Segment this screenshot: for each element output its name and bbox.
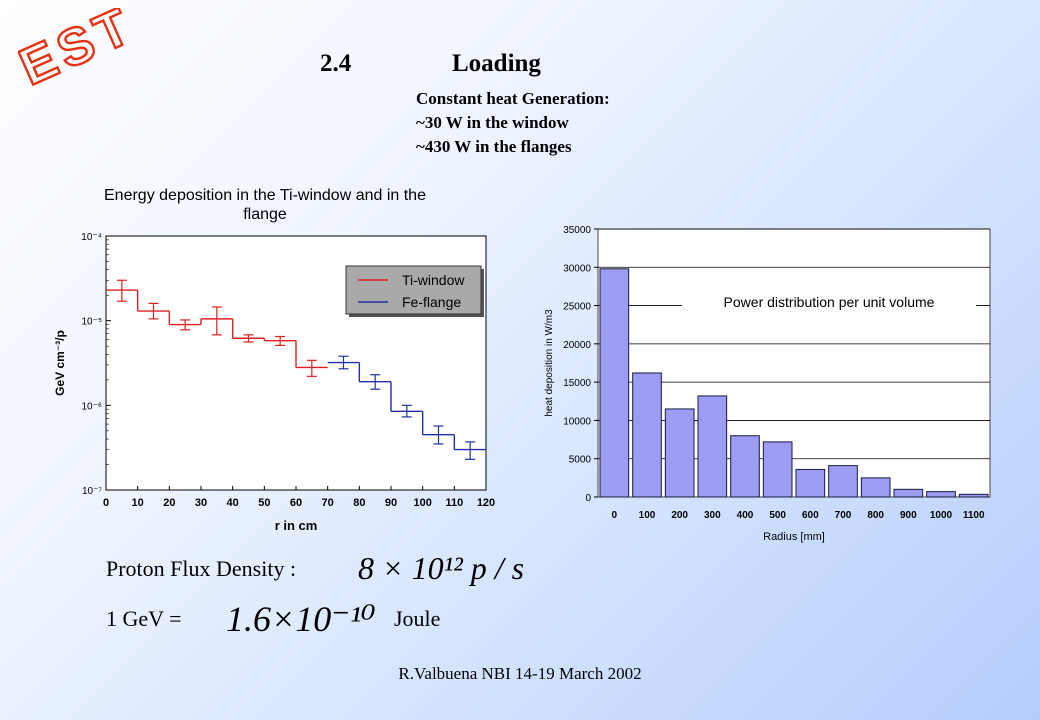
footer-credit: R.Valbuena NBI 14-19 March 2002 — [398, 664, 642, 683]
proton-flux-label: Proton Flux Density : — [106, 556, 297, 581]
power-x-tick-label-3: 300 — [704, 510, 721, 521]
x-tick-label-10: 100 — [413, 497, 431, 509]
y-tick-label-3: 10⁻⁷ — [82, 486, 102, 497]
x-tick-label-2: 20 — [163, 497, 175, 509]
y-tick-label-1: 10⁻⁵ — [81, 317, 102, 328]
proton-flux-value: 8 × 10¹² p / s — [358, 550, 525, 586]
power-y-tick-label-4: 20000 — [563, 340, 591, 351]
power-x-tick-label-1: 100 — [639, 510, 656, 521]
x-tick-label-12: 120 — [477, 497, 495, 509]
legend-label-1: Fe-flange — [402, 294, 461, 310]
x-tick-label-5: 50 — [258, 497, 270, 509]
bar-0 — [599, 268, 630, 498]
power-x-tick-label-0: 0 — [612, 510, 618, 521]
bar-300 — [697, 395, 728, 498]
bar-200 — [664, 408, 695, 498]
note-line-3: ~430 W in the flanges — [416, 137, 572, 156]
bar-1100 — [958, 493, 989, 498]
power-y-tick-label-0: 0 — [585, 493, 591, 504]
energy-deposition-chart: 0 10 20 30 40 50 60 70 80 90 100 110 120 10⁻⁴ 10⁻⁵ 10⁻⁶… — [53, 232, 495, 533]
gev-label: 1 GeV = — [106, 606, 182, 631]
note-line-2: ~30 W in the window — [416, 113, 569, 132]
series-1 — [327, 355, 486, 460]
x-tick-label-8: 80 — [353, 497, 365, 509]
x-tick-label-4: 40 — [227, 497, 239, 509]
power-y-tick-label-6: 30000 — [563, 263, 591, 274]
gev-value: 1.6×10⁻¹⁰ — [226, 599, 376, 639]
power-y-tick-label-3: 15000 — [563, 378, 591, 389]
power-title-box — [682, 273, 976, 313]
legend-box — [345, 265, 482, 315]
logo-text: EST — [18, 8, 144, 97]
bar-700 — [828, 465, 858, 498]
bar-1000 — [926, 491, 956, 498]
note-line-1: Constant heat Generation: — [416, 89, 610, 108]
bar-800 — [860, 477, 891, 498]
y-tick-label-0: 10⁻⁴ — [81, 232, 102, 243]
energy-y-axis-label: GeV cm⁻³/p — [53, 330, 67, 396]
power-distribution-chart: 0 5000 10000 15000 20000 25000 30000 35000 0 100 2… — [544, 225, 991, 543]
power-x-tick-label-4: 400 — [737, 510, 754, 521]
est-logo: EST — [18, 8, 145, 98]
power-x-tick-label-2: 200 — [671, 510, 688, 521]
power-y-tick-label-1: 5000 — [569, 455, 592, 466]
x-tick-label-1: 10 — [132, 497, 144, 509]
bar-600 — [795, 468, 826, 498]
power-x-tick-label-6: 600 — [802, 510, 819, 521]
power-x-tick-label-7: 700 — [835, 510, 852, 521]
power-x-tick-label-9: 900 — [900, 510, 917, 521]
energy-chart-title: Energy deposition in the Ti-window and i… — [104, 187, 426, 223]
x-tick-label-0: 0 — [103, 497, 109, 509]
power-y-tick-label-2: 10000 — [563, 416, 591, 427]
power-chart-title: Power distribution per unit volume — [724, 294, 935, 310]
power-y-axis-label: heat deposition in W/m3 — [544, 309, 555, 417]
power-x-tick-label-5: 500 — [769, 510, 786, 521]
joule-unit: Joule — [394, 606, 441, 631]
x-tick-label-3: 30 — [195, 497, 207, 509]
x-tick-label-6: 60 — [290, 497, 302, 509]
bar-400 — [730, 435, 760, 498]
power-x-axis-label: Radius [mm] — [763, 531, 825, 543]
power-x-tick-label-10: 1000 — [930, 510, 953, 521]
power-y-tick-label-7: 35000 — [563, 225, 591, 236]
energy-x-axis-label: r in cm — [275, 518, 318, 533]
bar-900 — [893, 488, 924, 498]
legend-label-0: Ti-window — [402, 272, 465, 288]
section-number: 2.4 — [320, 50, 352, 77]
x-tick-label-9: 90 — [385, 497, 397, 509]
x-tick-label-11: 110 — [445, 497, 463, 509]
power-y-tick-label-5: 25000 — [563, 302, 591, 313]
bar-100 — [632, 372, 662, 498]
loading-notes: Constant heat Generation: ~30 W in the w… — [416, 87, 610, 159]
power-x-tick-label-8: 800 — [867, 510, 884, 521]
power-x-tick-label-11: 1100 — [963, 510, 985, 521]
y-tick-label-2: 10⁻⁶ — [81, 401, 102, 412]
section-title: Loading — [452, 50, 541, 77]
series-0 — [106, 279, 328, 377]
bar-500 — [762, 441, 793, 498]
x-tick-label-7: 70 — [322, 497, 334, 509]
